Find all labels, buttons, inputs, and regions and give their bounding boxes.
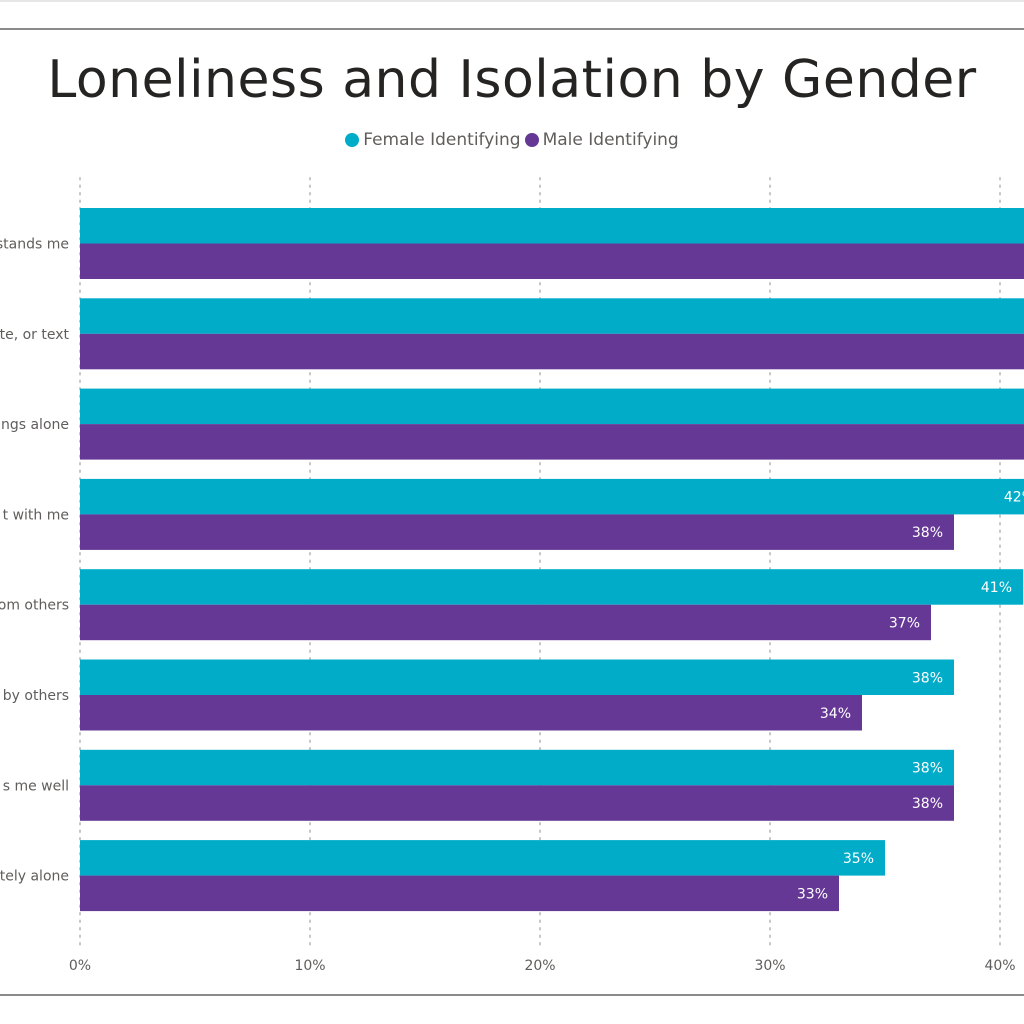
chart-title: Loneliness and Isolation by Gender bbox=[47, 50, 977, 110]
bar bbox=[80, 604, 931, 641]
bar bbox=[80, 243, 1024, 279]
legend-dot-female bbox=[345, 133, 360, 147]
bar bbox=[80, 388, 1024, 425]
bar bbox=[80, 840, 885, 876]
data-label: 34% bbox=[820, 706, 851, 722]
category-label: te, or text bbox=[0, 327, 70, 343]
data-label: 38% bbox=[912, 670, 943, 686]
chart-frame bbox=[0, 28, 1024, 996]
legend: Female Identifying Male Identifying bbox=[0, 130, 1024, 150]
bar bbox=[80, 424, 1024, 460]
legend-item-male[interactable]: Male Identifying bbox=[524, 130, 679, 150]
category-label: tely alone bbox=[0, 869, 69, 885]
data-label: 35% bbox=[843, 851, 874, 867]
bar bbox=[80, 514, 954, 550]
category-label: s me well bbox=[3, 778, 69, 794]
bar bbox=[80, 478, 1024, 515]
x-tick-label: 30% bbox=[754, 958, 785, 974]
x-tick-label: 10% bbox=[294, 958, 325, 974]
legend-item-female[interactable]: Female Identifying bbox=[345, 130, 521, 150]
top-border bbox=[0, 0, 1024, 2]
category-label: stands me bbox=[0, 237, 69, 253]
x-tick-label: 0% bbox=[69, 958, 91, 974]
data-label: 38% bbox=[912, 761, 943, 777]
data-label: 41% bbox=[981, 580, 1012, 596]
legend-dot-male bbox=[524, 133, 539, 147]
category-label: om others bbox=[0, 598, 69, 614]
x-tick-label: 20% bbox=[524, 958, 555, 974]
bar bbox=[80, 785, 954, 821]
bar bbox=[80, 875, 839, 912]
bar bbox=[80, 569, 1023, 605]
category-label: t with me bbox=[3, 507, 69, 523]
bar bbox=[80, 333, 1024, 370]
bar bbox=[80, 695, 862, 731]
data-label: 33% bbox=[797, 886, 828, 902]
legend-label-female: Female Identifying bbox=[363, 130, 521, 150]
data-label: 38% bbox=[912, 525, 943, 541]
bar bbox=[80, 659, 954, 695]
data-label: 37% bbox=[889, 615, 920, 631]
data-label: 42% bbox=[1004, 490, 1024, 506]
bar bbox=[80, 298, 1024, 334]
bar bbox=[80, 208, 1024, 244]
bar bbox=[80, 749, 954, 786]
x-tick-label: 40% bbox=[984, 958, 1015, 974]
data-label: 38% bbox=[912, 796, 943, 812]
legend-label-male: Male Identifying bbox=[542, 130, 679, 150]
category-label: by others bbox=[3, 688, 69, 704]
category-label: ngs alone bbox=[1, 417, 69, 433]
